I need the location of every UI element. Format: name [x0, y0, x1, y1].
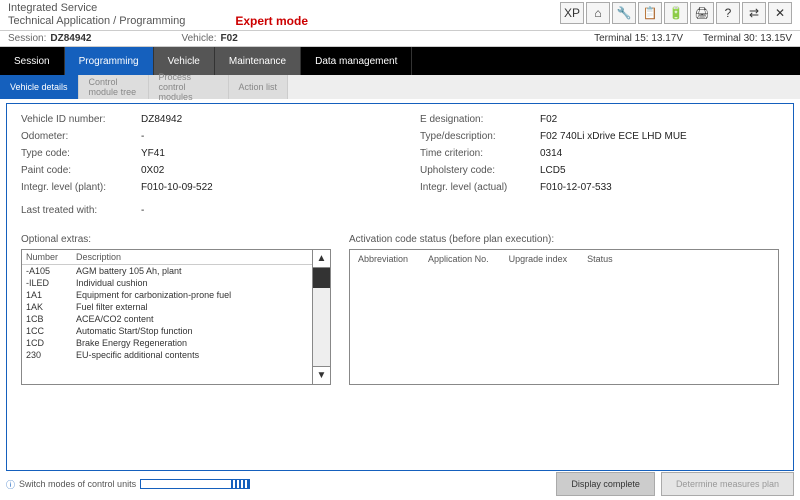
- extras-label: Optional extras:: [21, 234, 331, 245]
- help-icon[interactable]: ?: [716, 2, 740, 24]
- detail-key: Paint code:: [21, 165, 141, 176]
- battery-icon[interactable]: 🔋: [664, 2, 688, 24]
- term30-label: Terminal 30:: [703, 33, 757, 44]
- vehicle-value: F02: [221, 33, 238, 44]
- detail-value: -: [141, 205, 144, 216]
- tab-vehicle[interactable]: Vehicle: [154, 47, 215, 75]
- detail-value: F010-12-07-533: [540, 182, 612, 193]
- detail-key: Integr. level (actual): [420, 182, 540, 193]
- detail-key: Upholstery code:: [420, 165, 540, 176]
- tab-data-management[interactable]: Data management: [301, 47, 412, 75]
- subtab-process-control[interactable]: Process control modules: [149, 75, 229, 99]
- activation-box: Abbreviation Application No. Upgrade ind…: [349, 249, 779, 385]
- detail-value: DZ84942: [141, 114, 182, 125]
- detail-key: Integr. level (plant):: [21, 182, 141, 193]
- home-icon[interactable]: ⌂: [586, 2, 610, 24]
- table-row[interactable]: 1CDBrake Energy Regeneration: [22, 337, 312, 349]
- footer: ⓘ Switch modes of control units Display …: [6, 472, 794, 496]
- detail-value: F010-10-09-522: [141, 182, 213, 193]
- act-hdr-abbrev: Abbreviation: [358, 254, 408, 264]
- clipboard-icon[interactable]: 📋: [638, 2, 662, 24]
- session-value: DZ84942: [50, 33, 91, 44]
- switch-mode-label: Switch modes of control units: [19, 479, 136, 489]
- extras-header-desc: Description: [72, 250, 312, 265]
- info-icon: ⓘ: [6, 478, 15, 491]
- detail-key: Time criterion:: [420, 148, 540, 159]
- subtab-control-module-tree[interactable]: Control module tree: [79, 75, 149, 99]
- xp-icon[interactable]: XP: [560, 2, 584, 24]
- app-title-1: Integrated Service: [8, 2, 308, 14]
- extras-header-number: Number: [22, 250, 72, 265]
- term30-value: 13.15V: [760, 33, 792, 44]
- content-panel: Vehicle ID number:DZ84942Odometer:-Type …: [6, 103, 794, 471]
- detail-key: E designation:: [420, 114, 540, 125]
- subtab-action-list[interactable]: Action list: [229, 75, 289, 99]
- detail-key: Odometer:: [21, 131, 141, 142]
- progress-bar: [140, 479, 250, 489]
- detail-value: F02 740Li xDrive ECE LHD MUE: [540, 131, 687, 142]
- detail-key: Vehicle ID number:: [21, 114, 141, 125]
- detail-key: Type/description:: [420, 131, 540, 142]
- detail-key: Last treated with:: [21, 205, 141, 216]
- scroll-down-icon[interactable]: ▼: [313, 366, 330, 384]
- subtab-vehicle-details[interactable]: Vehicle details: [0, 75, 79, 99]
- details-left-column: Vehicle ID number:DZ84942Odometer:-Type …: [21, 114, 380, 222]
- table-row[interactable]: -ILEDIndividual cushion: [22, 277, 312, 289]
- act-hdr-appno: Application No.: [428, 254, 489, 264]
- detail-key: Type code:: [21, 148, 141, 159]
- table-row[interactable]: 1A1Equipment for carbonization-prone fue…: [22, 289, 312, 301]
- table-row[interactable]: -A105AGM battery 105 Ah, plant: [22, 265, 312, 278]
- display-complete-button[interactable]: Display complete: [556, 472, 655, 496]
- toolbar-icons: XP ⌂ 🔧 📋 🔋 🖨 ? ⇄ ✕: [560, 2, 792, 24]
- close-icon[interactable]: ✕: [768, 2, 792, 24]
- print-icon[interactable]: 🖨: [690, 2, 714, 24]
- detail-value: 0314: [540, 148, 562, 159]
- act-hdr-upgrade: Upgrade index: [509, 254, 568, 264]
- vehicle-label: Vehicle:: [182, 33, 217, 44]
- scroll-thumb[interactable]: [313, 268, 330, 288]
- detail-value: -: [141, 131, 144, 142]
- table-row[interactable]: 1CBACEA/CO2 content: [22, 313, 312, 325]
- table-row[interactable]: 1CCAutomatic Start/Stop function: [22, 325, 312, 337]
- term15-label: Terminal 15:: [594, 33, 648, 44]
- determine-plan-button[interactable]: Determine measures plan: [661, 472, 794, 496]
- tab-programming[interactable]: Programming: [65, 47, 154, 75]
- extras-box: Number Description -A105AGM battery 105 …: [21, 249, 331, 385]
- details-right-column: E designation:F02Type/description:F02 74…: [420, 114, 779, 222]
- scroll-up-icon[interactable]: ▲: [313, 250, 330, 268]
- table-row[interactable]: 1AKFuel filter external: [22, 301, 312, 313]
- term15-value: 13.17V: [651, 33, 683, 44]
- wrench-icon[interactable]: 🔧: [612, 2, 636, 24]
- tab-maintenance[interactable]: Maintenance: [215, 47, 301, 75]
- sub-tabs: Vehicle details Control module tree Proc…: [0, 75, 800, 99]
- session-label: Session:: [8, 33, 46, 44]
- detail-value: YF41: [141, 148, 165, 159]
- extras-scrollbar[interactable]: ▲ ▼: [312, 250, 330, 384]
- main-tabs: Session Programming Vehicle Maintenance …: [0, 47, 800, 75]
- tab-session[interactable]: Session: [0, 47, 65, 75]
- act-hdr-status: Status: [587, 254, 613, 264]
- activation-label: Activation code status (before plan exec…: [349, 234, 779, 245]
- detail-value: LCD5: [540, 165, 566, 176]
- swap-icon[interactable]: ⇄: [742, 2, 766, 24]
- table-row[interactable]: 230EU-specific additional contents: [22, 349, 312, 361]
- expert-mode-label: Expert mode: [235, 14, 308, 28]
- app-header: Integrated Service Technical Application…: [0, 0, 800, 31]
- info-bar: Session: DZ84942 Vehicle: F02 Terminal 15:…: [0, 31, 800, 47]
- detail-value: F02: [540, 114, 557, 125]
- detail-value: 0X02: [141, 165, 164, 176]
- app-title-2: Technical Application / Programming: [8, 15, 185, 27]
